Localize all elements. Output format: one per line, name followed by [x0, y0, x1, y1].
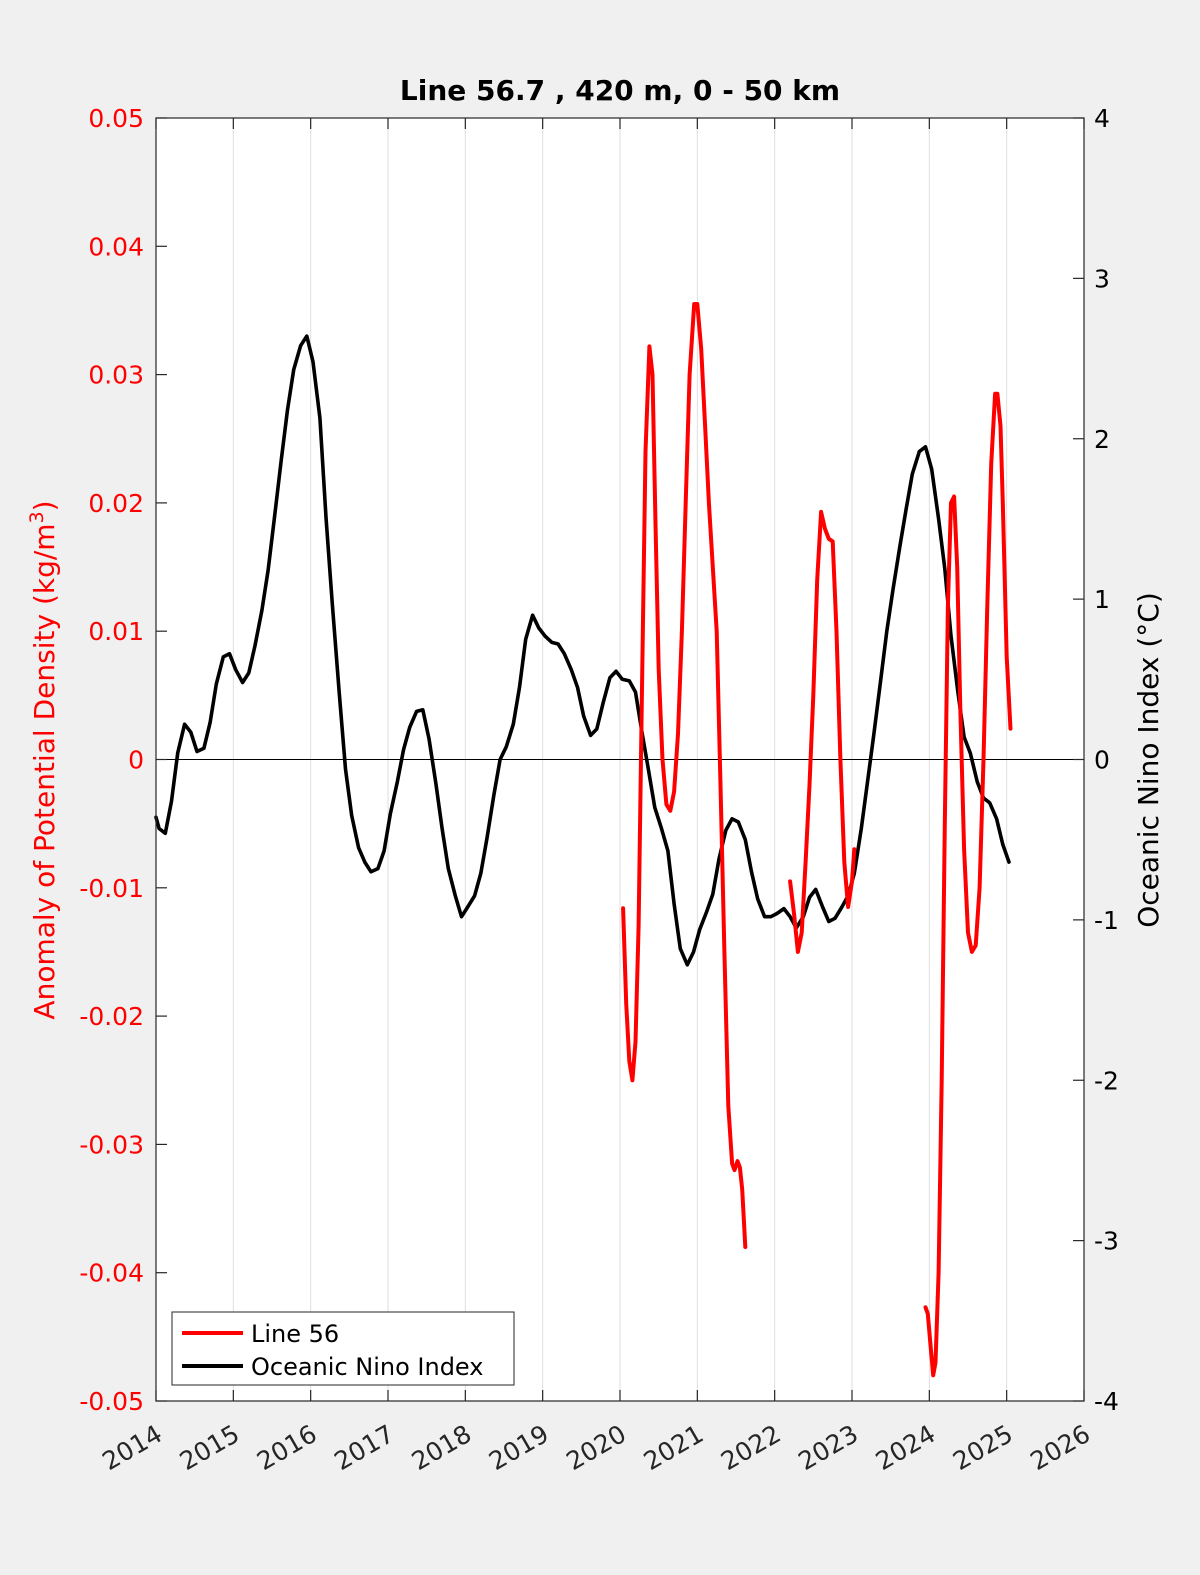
x-tick-label: 2020	[561, 1419, 631, 1476]
y-left-tick-label: 0.05	[88, 104, 144, 133]
y-left-tick-label: -0.04	[79, 1259, 144, 1288]
y-axis-right-label: Oceanic Nino Index (°C)	[1132, 592, 1165, 928]
right-axis-ticks: -4 -3 -2 -1 0 1 2 3 4	[1073, 104, 1119, 1416]
y-right-tick-label: 0	[1094, 746, 1110, 775]
x-tick-label: 2017	[329, 1419, 399, 1476]
y-left-tick-label: 0.01	[88, 617, 144, 646]
legend-oni-label: Oceanic Nino Index	[251, 1353, 483, 1381]
x-tick-label: 2014	[97, 1419, 167, 1476]
y-axis-left-label-text: Anomaly of Potential Density (kg/m	[28, 523, 61, 1019]
line56-series	[621, 302, 1013, 1378]
y-right-tick-label: 3	[1094, 264, 1110, 293]
y-left-tick-label: 0.02	[88, 489, 144, 518]
y-axis-left-label: Anomaly of Potential Density (kg/m3)	[26, 500, 61, 1019]
chart-title: Line 56.7 , 420 m, 0 - 50 km	[400, 74, 840, 107]
x-tick-label: 2023	[793, 1419, 863, 1476]
oni-line	[154, 334, 1011, 967]
y-axis-left-label-sup: 3	[26, 511, 48, 523]
y-right-tick-label: 2	[1094, 425, 1110, 454]
y-left-tick-label: 0	[128, 746, 144, 775]
x-tick-label: 2018	[407, 1419, 477, 1476]
legend-line56-label: Line 56	[251, 1320, 339, 1348]
legend: Line 56 Oceanic Nino Index	[171, 1311, 515, 1386]
y-axis-left-label-close: )	[28, 500, 61, 511]
x-tick-label: 2015	[175, 1419, 245, 1476]
x-tick-label: 2019	[484, 1419, 554, 1476]
y-left-tick-label: 0.04	[88, 232, 144, 261]
y-left-tick-label: -0.03	[79, 1130, 144, 1159]
y-right-tick-label: 1	[1094, 585, 1110, 614]
y-left-tick-label: -0.05	[79, 1387, 144, 1416]
legend-box	[171, 1311, 515, 1386]
y-left-tick-label: -0.02	[79, 1002, 144, 1031]
x-tick-label: 2026	[1025, 1419, 1095, 1476]
left-axis-ticks: -0.05 -0.04 -0.03 -0.02 -0.01 0 0.01 0.02 0.03 0.…	[79, 104, 167, 1416]
line56-segment-3	[923, 391, 1013, 1378]
x-tick-label: 2022	[716, 1419, 786, 1476]
y-left-tick-label: -0.01	[79, 874, 144, 903]
x-tick-label: 2016	[252, 1419, 322, 1476]
x-tick-label: 2021	[639, 1419, 709, 1476]
line56-segment-1	[621, 302, 748, 1249]
y-left-tick-label: 0.03	[88, 361, 144, 390]
y-right-tick-label: -3	[1094, 1227, 1119, 1256]
line56-segment-2	[788, 509, 857, 954]
y-right-tick-label: 4	[1094, 104, 1110, 133]
y-right-tick-label: -1	[1094, 906, 1119, 935]
x-tick-label: 2025	[948, 1419, 1018, 1476]
x-tick-label: 2024	[871, 1419, 941, 1476]
y-right-tick-label: -2	[1094, 1066, 1119, 1095]
y-right-tick-label: -4	[1094, 1387, 1119, 1416]
oni-series	[154, 334, 1011, 967]
